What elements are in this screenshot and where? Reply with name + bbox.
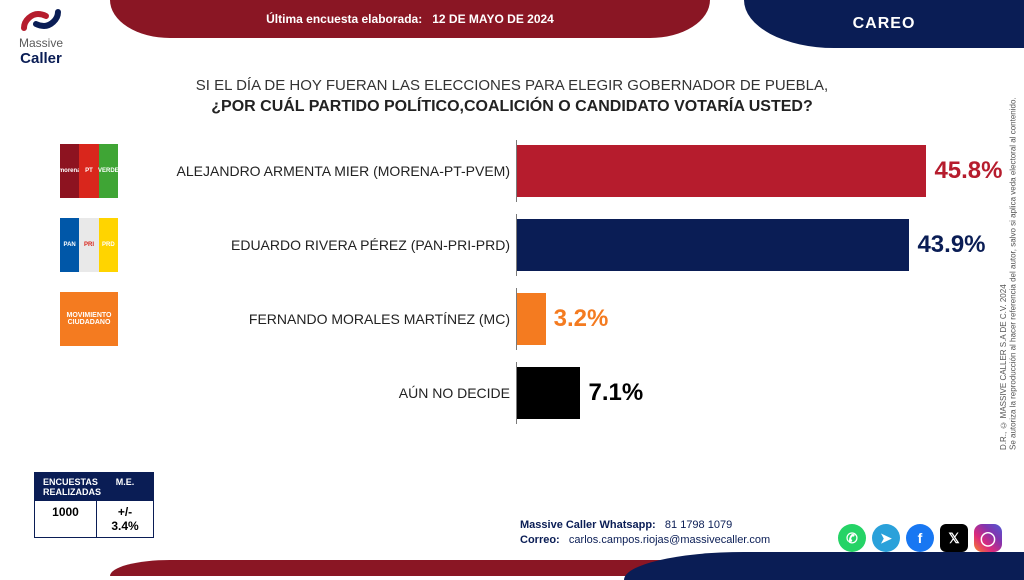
whatsapp-icon[interactable]: ✆ bbox=[838, 524, 866, 552]
bar-wrap: 43.9% bbox=[517, 219, 964, 271]
party-logo: VERDE bbox=[99, 144, 118, 198]
x-icon[interactable]: 𝕏 bbox=[940, 524, 968, 552]
bar-wrap: 3.2% bbox=[517, 293, 964, 345]
header-red-band: Última encuesta elaborada: 12 DE MAYO DE… bbox=[110, 0, 710, 38]
brand-logo: Massive Caller bbox=[18, 4, 64, 67]
chart-row: MOVIMIENTO CIUDADANO FERNANDO MORALES MAR… bbox=[60, 288, 964, 350]
top-header: Massive Caller Última encuesta elaborada… bbox=[0, 0, 1024, 48]
contact-email-label: Correo: bbox=[520, 534, 560, 546]
party-logo: PRD bbox=[99, 218, 118, 272]
rights-line-1: D.R., © MASSIVE CALLER S.A DE C.V. 2024 bbox=[999, 70, 1009, 450]
chart-row: morenaPTVERDE ALEJANDRO ARMENTA MIER (MOR… bbox=[60, 140, 964, 202]
contact-whatsapp-label: Massive Caller Whatsapp: bbox=[520, 519, 656, 531]
survey-date-label: Última encuesta elaborada: bbox=[266, 12, 422, 26]
bar-value-label: 45.8% bbox=[934, 157, 1002, 185]
question-block: SI EL DÍA DE HOY FUERAN LAS ELECCIONES P… bbox=[0, 76, 1024, 118]
party-logo: PRI bbox=[79, 218, 98, 272]
contact-whatsapp-value: 81 1798 1079 bbox=[665, 519, 732, 531]
header-tag: CAREO bbox=[853, 15, 916, 33]
rights-line-2: Se autoriza la reproducción al hacer ref… bbox=[1008, 70, 1018, 450]
question-line-1: SI EL DÍA DE HOY FUERAN LAS ELECCIONES P… bbox=[0, 76, 1024, 96]
rights-notice: D.R., © MASSIVE CALLER S.A DE C.V. 2024 … bbox=[999, 70, 1018, 450]
footer: Massive Caller Whatsapp: 81 1798 1079 Co… bbox=[0, 518, 1024, 576]
candidate-label: AÚN NO DECIDE bbox=[136, 385, 516, 401]
bar bbox=[517, 367, 580, 419]
party-logos: morenaPTVERDE bbox=[60, 144, 118, 198]
party-logos: MOVIMIENTO CIUDADANO bbox=[60, 292, 118, 346]
social-icons: ✆➤f𝕏◯ bbox=[838, 524, 1002, 552]
chart-row: AÚN NO DECIDE 7.1% bbox=[60, 362, 964, 424]
bar bbox=[517, 293, 546, 345]
candidate-label: FERNANDO MORALES MARTÍNEZ (MC) bbox=[136, 311, 516, 327]
bar-value-label: 7.1% bbox=[588, 379, 643, 407]
brand-name-1: Massive bbox=[19, 36, 63, 50]
party-logos: PANPRIPRD bbox=[60, 218, 118, 272]
telegram-icon[interactable]: ➤ bbox=[872, 524, 900, 552]
info-hdr-moe: M.E. bbox=[97, 473, 153, 501]
bar bbox=[517, 219, 909, 271]
facebook-icon[interactable]: f bbox=[906, 524, 934, 552]
bar-wrap: 45.8% bbox=[517, 145, 964, 197]
chart-row: PANPRIPRD EDUARDO RIVERA PÉREZ (PAN-PRI-P… bbox=[60, 214, 964, 276]
poll-bar-chart: morenaPTVERDE ALEJANDRO ARMENTA MIER (MOR… bbox=[60, 140, 964, 460]
question-line-2: ¿POR CUÁL PARTIDO POLÍTICO,COALICIÓN O C… bbox=[0, 96, 1024, 118]
survey-date-value: 12 DE MAYO DE 2024 bbox=[432, 12, 554, 26]
party-logo: PAN bbox=[60, 218, 79, 272]
bar bbox=[517, 145, 926, 197]
contact-email-value: carlos.campos.riojas@massivecaller.com bbox=[569, 534, 770, 546]
instagram-icon[interactable]: ◯ bbox=[974, 524, 1002, 552]
header-blue-band: CAREO bbox=[744, 0, 1024, 48]
party-logo: MOVIMIENTO CIUDADANO bbox=[60, 292, 118, 346]
party-logo: PT bbox=[79, 144, 98, 198]
info-hdr-sample: ENCUESTAS REALIZADAS bbox=[35, 473, 97, 501]
brand-name-2: Caller bbox=[20, 50, 62, 67]
survey-date: Última encuesta elaborada: 12 DE MAYO DE… bbox=[266, 12, 554, 26]
party-logo: morena bbox=[60, 144, 79, 198]
contact-block: Massive Caller Whatsapp: 81 1798 1079 Co… bbox=[520, 518, 770, 548]
logo-icon bbox=[18, 4, 64, 36]
bar-value-label: 43.9% bbox=[917, 231, 985, 259]
bar-value-label: 3.2% bbox=[554, 305, 609, 333]
candidate-label: ALEJANDRO ARMENTA MIER (MORENA-PT-PVEM) bbox=[136, 163, 516, 179]
bar-wrap: 7.1% bbox=[517, 367, 964, 419]
candidate-label: EDUARDO RIVERA PÉREZ (PAN-PRI-PRD) bbox=[136, 237, 516, 253]
